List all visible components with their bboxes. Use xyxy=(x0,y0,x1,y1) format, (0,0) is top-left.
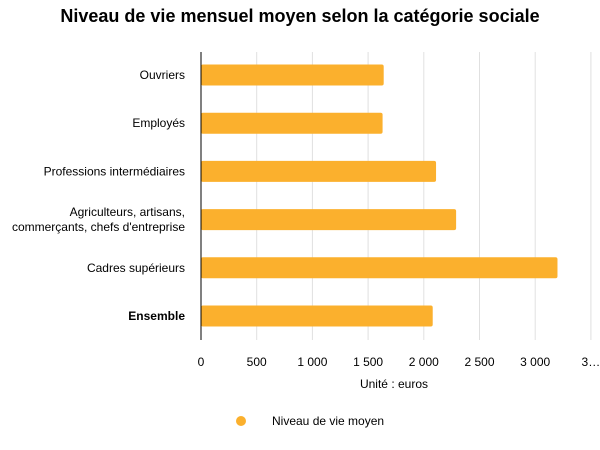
x-tick-label: 3… xyxy=(582,355,600,369)
bar[interactable]: Cadres supérieurs : 3200 xyxy=(201,257,558,279)
x-tick-labels: 0 500 1 000 1 500 2 000 2 500 3 000 3… xyxy=(198,355,600,369)
legend[interactable]: Niveau de vie moyen xyxy=(236,414,384,428)
bar-series: Ouvriers : 1640 Employés : 1630 Profession… xyxy=(201,64,558,327)
x-tick-label: 0 xyxy=(198,355,205,369)
category-label: Cadres supérieurs xyxy=(87,261,185,275)
x-tick-label: 500 xyxy=(247,355,267,369)
legend-label: Niveau de vie moyen xyxy=(272,414,384,428)
x-tick-label: 3 000 xyxy=(520,355,550,369)
category-label: Professions intermédiaires xyxy=(44,164,185,178)
x-tick-label: 2 500 xyxy=(464,355,494,369)
bar[interactable]: Ensemble : 2080 xyxy=(201,305,433,327)
category-label: Ensemble xyxy=(128,309,185,323)
legend-marker xyxy=(236,416,246,426)
x-tick-label: 1 500 xyxy=(353,355,383,369)
x-axis-title: Unité : euros xyxy=(360,377,428,391)
category-labels: Ouvriers Employés Professions intermédiair… xyxy=(12,68,185,323)
bar[interactable]: Agriculteurs, artisans, commerçants, che… xyxy=(201,209,457,231)
bar[interactable]: Professions intermédiaires : 2110 xyxy=(201,160,437,182)
category-label: Agriculteurs, artisans, commerçants, chef… xyxy=(12,205,185,234)
x-tick-label: 1 000 xyxy=(297,355,327,369)
category-label: Employés xyxy=(132,116,185,130)
bar[interactable]: Ouvriers : 1640 xyxy=(201,64,384,86)
grid-lines xyxy=(256,52,592,340)
category-label: Ouvriers xyxy=(140,68,185,82)
bar[interactable]: Employés : 1630 xyxy=(201,112,383,134)
x-tick-label: 2 000 xyxy=(409,355,439,369)
chart-title: Niveau de vie mensuel moyen selon la cat… xyxy=(60,6,540,26)
